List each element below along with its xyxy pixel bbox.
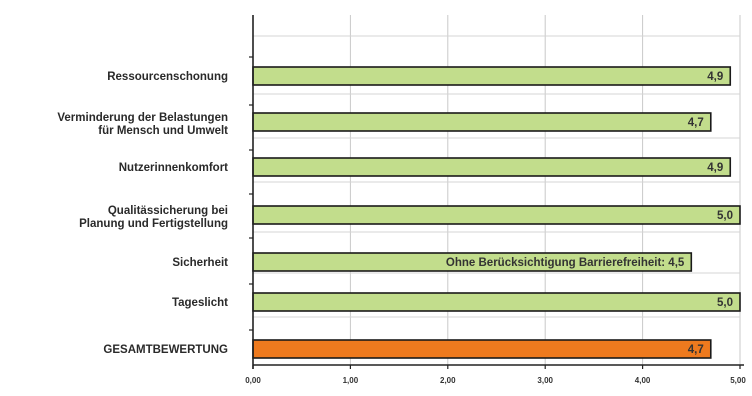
bars: 4,9 4,7 4,9 5,0 Ohne Berücksichtigung Barrie… <box>252 66 741 359</box>
x-tick-label: 1,00 <box>343 376 359 385</box>
bar <box>252 292 741 312</box>
data-label: 4,9 <box>707 162 723 174</box>
bar <box>252 112 712 132</box>
x-tick-label: 4,00 <box>635 376 651 385</box>
category-label: Sicherheit <box>172 257 228 269</box>
data-label: 4,7 <box>688 344 704 356</box>
x-tick-label: 0,00 <box>245 376 261 385</box>
x-tick-label: 3,00 <box>537 376 553 385</box>
x-tick-labels: 0,00 1,00 2,00 3,00 4,00 5,00 <box>245 376 746 385</box>
axes <box>249 15 744 369</box>
category-label: Verminderung der Belastungen für Mensch u… <box>57 112 228 137</box>
bar <box>252 66 732 86</box>
category-label: GESAMTBEWERTUNG <box>103 344 228 356</box>
bar <box>252 205 741 225</box>
category-label: Tageslicht <box>172 297 228 309</box>
data-label: 5,0 <box>717 297 733 309</box>
bar <box>252 339 712 359</box>
x-tick-label: 2,00 <box>440 376 456 385</box>
category-labels: Ressourcenschonung Verminderung der Belas… <box>57 71 228 356</box>
data-label: Ohne Berücksichtigung Barrierefreiheit: … <box>446 257 685 269</box>
category-label: Nutzerinnenkomfort <box>119 162 228 174</box>
category-label: Qualitässicherung bei Planung und Fertigs… <box>79 205 228 230</box>
x-tick-label: 5,00 <box>730 376 746 385</box>
data-label: 4,9 <box>707 71 723 83</box>
data-label: 5,0 <box>717 210 733 222</box>
category-label: Ressourcenschonung <box>107 71 228 83</box>
bar <box>252 157 732 177</box>
data-label: 4,7 <box>688 117 704 129</box>
